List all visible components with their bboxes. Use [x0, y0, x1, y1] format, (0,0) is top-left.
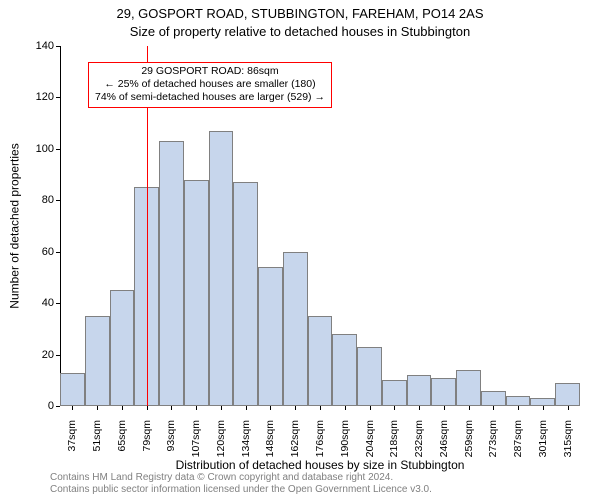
- plot-area: 29 GOSPORT ROAD: 86sqm← 25% of detached …: [60, 46, 580, 406]
- histogram-bar: [407, 375, 432, 406]
- x-tick-mark: [270, 406, 271, 410]
- histogram-bar: [530, 398, 555, 406]
- histogram-bar: [308, 316, 333, 406]
- x-tick-mark: [444, 406, 445, 410]
- x-tick-label: 65sqm: [116, 420, 128, 470]
- y-tick-mark: [56, 149, 60, 150]
- histogram-bar: [283, 252, 308, 406]
- histogram-bar: [209, 131, 234, 406]
- histogram-bar: [357, 347, 382, 406]
- x-tick-mark: [72, 406, 73, 410]
- x-tick-mark: [493, 406, 494, 410]
- annotation-line: ← 25% of detached houses are smaller (18…: [95, 78, 325, 91]
- histogram-bar: [159, 141, 184, 406]
- x-tick-mark: [568, 406, 569, 410]
- histogram-bar: [110, 290, 135, 406]
- x-tick-mark: [221, 406, 222, 410]
- x-tick-mark: [543, 406, 544, 410]
- title-line-2: Size of property relative to detached ho…: [0, 24, 600, 39]
- x-tick-label: 148sqm: [264, 420, 276, 470]
- x-tick-mark: [320, 406, 321, 410]
- y-tick-label: 80: [16, 194, 54, 206]
- histogram-bar: [431, 378, 456, 406]
- histogram-bar: [506, 396, 531, 406]
- x-tick-label: 93sqm: [165, 420, 177, 470]
- y-axis-label: Number of detached properties: [8, 143, 22, 308]
- x-tick-label: 204sqm: [364, 420, 376, 470]
- chart-page: 29, GOSPORT ROAD, STUBBINGTON, FAREHAM, …: [0, 0, 600, 500]
- x-tick-label: 273sqm: [487, 420, 499, 470]
- x-tick-label: 134sqm: [240, 420, 252, 470]
- y-tick-mark: [56, 46, 60, 47]
- y-tick-label: 0: [16, 400, 54, 412]
- title-line-1: 29, GOSPORT ROAD, STUBBINGTON, FAREHAM, …: [0, 6, 600, 21]
- y-tick-mark: [56, 97, 60, 98]
- x-tick-mark: [419, 406, 420, 410]
- x-tick-mark: [469, 406, 470, 410]
- x-tick-label: 162sqm: [289, 420, 301, 470]
- histogram-bar: [555, 383, 580, 406]
- x-tick-mark: [394, 406, 395, 410]
- histogram-bar: [233, 182, 258, 406]
- histogram-bar: [184, 180, 209, 406]
- x-tick-mark: [196, 406, 197, 410]
- x-tick-mark: [295, 406, 296, 410]
- footer-attribution: Contains HM Land Registry data © Crown c…: [50, 472, 432, 496]
- x-tick-mark: [97, 406, 98, 410]
- x-tick-mark: [246, 406, 247, 410]
- histogram-bar: [85, 316, 110, 406]
- x-tick-label: 107sqm: [190, 420, 202, 470]
- annotation-line: 29 GOSPORT ROAD: 86sqm: [95, 65, 325, 78]
- x-tick-label: 176sqm: [314, 420, 326, 470]
- y-tick-mark: [56, 200, 60, 201]
- x-tick-label: 218sqm: [388, 420, 400, 470]
- x-tick-label: 259sqm: [463, 420, 475, 470]
- histogram-bar: [60, 373, 85, 406]
- x-tick-label: 190sqm: [339, 420, 351, 470]
- y-tick-mark: [56, 355, 60, 356]
- x-tick-label: 246sqm: [438, 420, 450, 470]
- y-tick-mark: [56, 252, 60, 253]
- y-tick-label: 120: [16, 91, 54, 103]
- histogram-bar: [481, 391, 506, 406]
- x-tick-label: 301sqm: [537, 420, 549, 470]
- y-tick-mark: [56, 303, 60, 304]
- y-tick-mark: [56, 406, 60, 407]
- footer-line-1: Contains HM Land Registry data © Crown c…: [50, 472, 432, 484]
- x-tick-label: 232sqm: [413, 420, 425, 470]
- y-tick-label: 20: [16, 349, 54, 361]
- x-tick-label: 51sqm: [91, 420, 103, 470]
- y-tick-label: 140: [16, 40, 54, 52]
- y-tick-label: 100: [16, 143, 54, 155]
- x-tick-label: 79sqm: [141, 420, 153, 470]
- x-tick-mark: [122, 406, 123, 410]
- histogram-bar: [382, 380, 407, 406]
- annotation-box: 29 GOSPORT ROAD: 86sqm← 25% of detached …: [88, 62, 332, 108]
- y-tick-label: 40: [16, 297, 54, 309]
- histogram-bar: [258, 267, 283, 406]
- x-tick-mark: [345, 406, 346, 410]
- annotation-line: 74% of semi-detached houses are larger (…: [95, 91, 325, 104]
- x-tick-label: 37sqm: [66, 420, 78, 470]
- x-tick-mark: [370, 406, 371, 410]
- histogram-bar: [332, 334, 357, 406]
- x-tick-label: 120sqm: [215, 420, 227, 470]
- x-tick-label: 315sqm: [562, 420, 574, 470]
- y-tick-label: 60: [16, 246, 54, 258]
- footer-line-2: Contains public sector information licen…: [50, 484, 432, 496]
- x-tick-mark: [518, 406, 519, 410]
- x-tick-mark: [171, 406, 172, 410]
- histogram-bar: [456, 370, 481, 406]
- x-tick-mark: [147, 406, 148, 410]
- x-tick-label: 287sqm: [512, 420, 524, 470]
